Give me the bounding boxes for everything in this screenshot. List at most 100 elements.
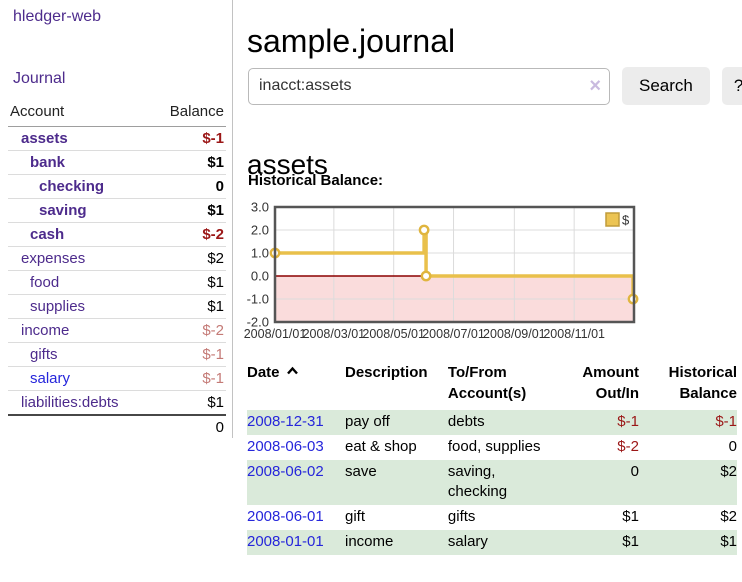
txn-balance: $2 <box>639 505 737 530</box>
search-row: × Search ? <box>248 67 742 105</box>
txn-date-link[interactable]: 2008-12-31 <box>247 413 324 430</box>
txn-balance: $1 <box>639 530 737 555</box>
account-balance: $1 <box>152 295 226 319</box>
txn-description: gift <box>345 505 448 530</box>
svg-text:0.0: 0.0 <box>251 269 269 284</box>
txn-balance: $-1 <box>639 410 737 435</box>
search-button[interactable]: Search <box>622 67 710 105</box>
txn-accounts: debts <box>448 410 558 435</box>
register-row: 2008-06-02savesaving, checking0$2 <box>247 460 737 505</box>
svg-text:2008/07/01: 2008/07/01 <box>422 327 485 341</box>
column-header-date[interactable]: Date <box>247 361 345 410</box>
account-link[interactable]: bank <box>30 154 65 171</box>
sidebar: hledger-web Journal Account Balance asse… <box>0 0 233 438</box>
hledger-web-app: hledger-web Journal Account Balance asse… <box>0 0 742 582</box>
column-header-balance: Historical Balance <box>639 361 737 410</box>
txn-amount: $-2 <box>558 435 639 460</box>
txn-date-link[interactable]: 2008-01-01 <box>247 533 324 550</box>
account-balance: $-2 <box>152 319 226 343</box>
txn-description: eat & shop <box>345 435 448 460</box>
account-link[interactable]: assets <box>21 130 68 147</box>
register-row: 2008-01-01incomesalary$1$1 <box>247 530 737 555</box>
txn-date: 2008-06-03 <box>247 435 345 460</box>
data-point-marker <box>422 272 430 280</box>
txn-date-link[interactable]: 2008-06-01 <box>247 508 324 525</box>
account-link[interactable]: cash <box>30 226 64 243</box>
account-link[interactable]: expenses <box>21 250 85 267</box>
account-balance: $-1 <box>152 343 226 367</box>
data-point-marker <box>420 226 428 234</box>
sidebar-item-journal[interactable]: Journal <box>13 70 65 88</box>
search-field-wrap: × <box>248 68 610 105</box>
register-section: Date Description To/From Account(s) Amou… <box>247 361 737 555</box>
txn-description: income <box>345 530 448 555</box>
txn-accounts: salary <box>448 530 558 555</box>
column-header-description: Description <box>345 361 448 410</box>
sidebar-account-row: expenses$2 <box>8 247 226 271</box>
chart-title: Historical Balance: <box>248 172 383 189</box>
account-balance: $1 <box>152 151 226 175</box>
sidebar-account-row: supplies $1 <box>8 295 226 319</box>
page-title: sample.journal <box>247 21 455 61</box>
accounts-balance-table: Account Balance assets $-1 bank $1 checking 0… <box>8 100 226 439</box>
sidebar-account-row: gifts $-1 <box>8 343 226 367</box>
txn-amount: $1 <box>558 530 639 555</box>
accounts-table-header: Account Balance <box>8 100 226 127</box>
register-row: 2008-06-01giftgifts$1$2 <box>247 505 737 530</box>
help-button[interactable]: ? <box>722 67 742 105</box>
account-link[interactable]: income <box>21 322 69 339</box>
account-link[interactable]: saving <box>39 202 87 219</box>
txn-date-link[interactable]: 2008-06-03 <box>247 438 324 455</box>
column-header-account: Account <box>8 100 152 127</box>
account-link[interactable]: salary <box>30 370 70 387</box>
txn-description: pay off <box>345 410 448 435</box>
search-input[interactable] <box>248 68 610 105</box>
account-balance: $1 <box>152 199 226 223</box>
txn-amount: $-1 <box>558 410 639 435</box>
column-header-tofrom: To/From Account(s) <box>448 361 558 410</box>
account-balance: $-1 <box>152 367 226 391</box>
svg-text:-2.0: -2.0 <box>247 315 269 330</box>
svg-text:1.0: 1.0 <box>251 246 269 261</box>
txn-accounts: gifts <box>448 505 558 530</box>
account-link[interactable]: food <box>30 274 59 291</box>
sidebar-total-row: 0 <box>8 415 226 439</box>
register-row: 2008-12-31pay offdebts$-1$-1 <box>247 410 737 435</box>
svg-text:2008/05/01: 2008/05/01 <box>362 327 425 341</box>
txn-balance: $2 <box>639 460 737 505</box>
sort-asc-icon <box>286 365 299 376</box>
clear-search-icon[interactable]: × <box>589 74 601 98</box>
account-link[interactable]: checking <box>39 178 104 195</box>
svg-text:2.0: 2.0 <box>251 223 269 238</box>
sidebar-account-row: cash$-2 <box>8 223 226 247</box>
txn-accounts: food, supplies <box>448 435 558 460</box>
date-header-label: Date <box>247 364 280 381</box>
account-link[interactable]: supplies <box>30 298 85 315</box>
register-table-header: Date Description To/From Account(s) Amou… <box>247 361 737 410</box>
legend-swatch <box>606 213 619 226</box>
txn-balance: 0 <box>639 435 737 460</box>
sidebar-account-row: assets $-1 <box>8 127 226 151</box>
txn-date: 2008-01-01 <box>247 530 345 555</box>
account-link[interactable]: gifts <box>30 346 58 363</box>
txn-date-link[interactable]: 2008-06-02 <box>247 463 324 480</box>
account-balance: $1 <box>152 271 226 295</box>
account-balance: $-1 <box>152 127 226 151</box>
txn-date: 2008-06-02 <box>247 460 345 505</box>
sidebar-account-row: income $-2 <box>8 319 226 343</box>
svg-text:2008/11/01: 2008/11/01 <box>543 327 605 341</box>
sidebar-account-row: liabilities:debts$1 <box>8 391 226 416</box>
total-balance: 0 <box>152 415 226 439</box>
svg-text:3.0: 3.0 <box>251 200 269 215</box>
account-link[interactable]: liabilities:debts <box>21 394 119 411</box>
sidebar-account-row: food $1 <box>8 271 226 295</box>
txn-accounts: saving, checking <box>448 460 558 505</box>
total-spacer <box>8 415 152 439</box>
txn-date: 2008-12-31 <box>247 410 345 435</box>
column-header-amount: Amount Out/In <box>558 361 639 410</box>
historical-balance-chart: 2008/01/012008/03/012008/05/012008/07/01… <box>240 200 740 345</box>
app-brand-link[interactable]: hledger-web <box>13 8 101 26</box>
sidebar-account-row: salary $-1 <box>8 367 226 391</box>
column-header-balance: Balance <box>152 100 226 127</box>
svg-text:2008/03/01: 2008/03/01 <box>303 327 366 341</box>
